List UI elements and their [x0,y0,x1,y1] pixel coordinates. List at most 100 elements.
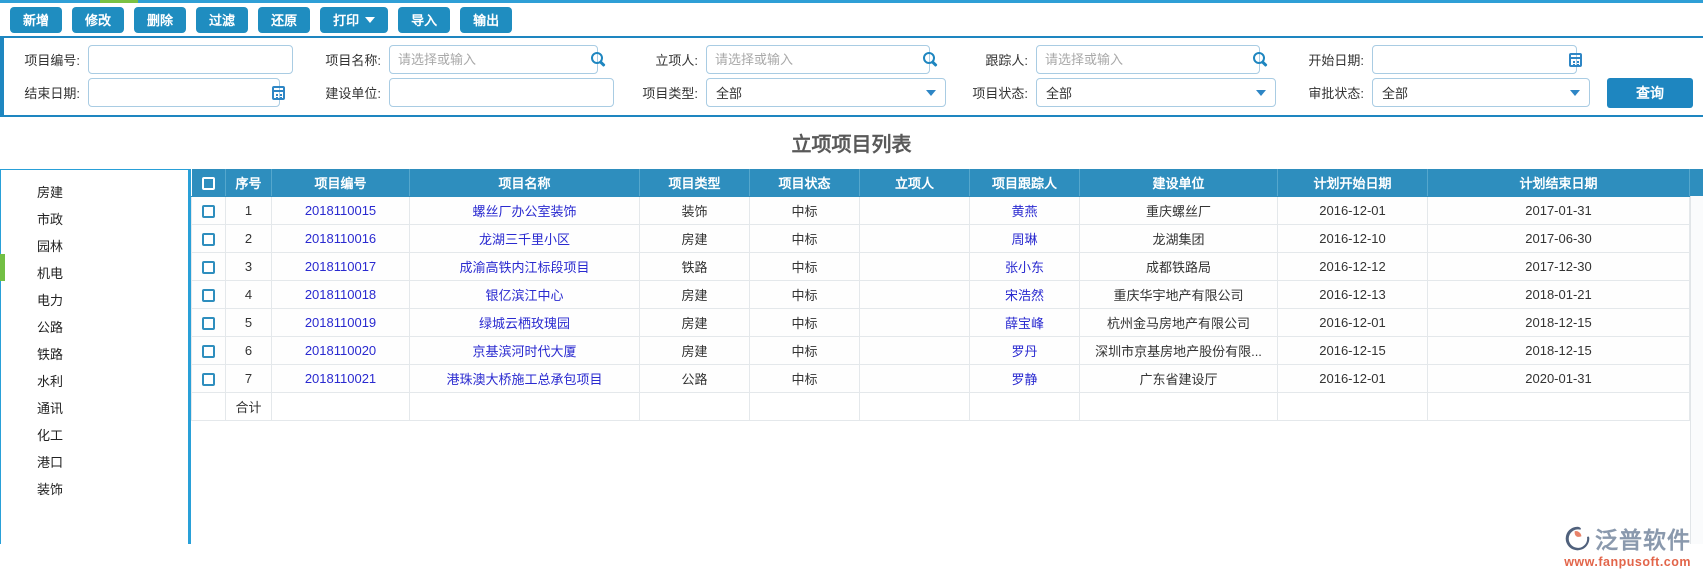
table-header-row: 序号 项目编号 项目名称 项目类型 项目状态 立项人 项目跟踪人 建设单位 计划… [191,169,1690,197]
calendar-icon[interactable] [1568,52,1582,67]
project-code-link[interactable]: 2018110020 [304,342,377,358]
sidebar-item-yuanlin[interactable]: 园林 [37,239,64,254]
export-button[interactable]: 输出 [460,6,513,33]
import-button[interactable]: 导入 [398,6,451,33]
tracker-link[interactable]: 罗静 [1011,371,1038,387]
cell-end: 2017-12-30 [1427,251,1690,281]
cell-start: 2016-12-13 [1277,279,1428,309]
scrollbar-track[interactable] [1690,196,1703,544]
project-code-link[interactable]: 2018110015 [304,202,377,218]
select-all-cell [191,169,226,197]
project-name-link[interactable]: 银亿滨江中心 [485,287,564,303]
row-checkbox[interactable] [202,288,215,302]
col-build-unit: 建设单位 [1079,169,1278,197]
initiator-input[interactable] [706,45,931,74]
cell-unit: 杭州金马房地产有限公司 [1079,307,1278,337]
project-code-input[interactable] [88,45,293,74]
col-plan-end: 计划结束日期 [1427,169,1690,197]
sidebar-item-tongxun[interactable]: 通讯 [37,401,64,416]
end-date-label: 结束日期: [24,86,80,101]
vertical-scrollbar[interactable] [1690,169,1703,544]
tracker-link[interactable]: 黄燕 [1011,203,1038,219]
tracker-link[interactable]: 罗丹 [1011,343,1038,359]
main-area: 房建 市政 园林 机电 电力 公路 铁路 水利 通讯 化工 港口 装饰 序号 项… [0,169,1703,544]
project-name-link[interactable]: 螺丝厂办公室装饰 [472,203,577,219]
tracker-link[interactable]: 薛宝峰 [1004,315,1044,331]
sidebar-item-jidian[interactable]: 机电 [37,266,64,281]
project-code-link[interactable]: 2018110016 [304,230,377,246]
filter-left-accent [0,38,4,115]
row-checkbox[interactable] [202,344,215,358]
calendar-icon[interactable] [271,85,285,100]
scrollbar-header-spacer [1690,169,1703,196]
cell-start: 2016-12-15 [1277,335,1428,365]
print-button[interactable]: 打印 [320,6,389,33]
row-checkbox[interactable] [202,260,215,274]
project-name-link[interactable]: 港珠澳大桥施工总承包项目 [446,371,603,387]
sidebar-item-shuili[interactable]: 水利 [37,374,64,389]
restore-button[interactable]: 还原 [258,6,311,33]
cell-initiator [859,279,970,309]
sidebar-item-dianli[interactable]: 电力 [37,293,64,308]
sidebar-item-huagong[interactable]: 化工 [37,428,64,443]
col-project-status: 项目状态 [749,169,860,197]
tracker-link[interactable]: 张小东 [1004,259,1044,275]
search-icon[interactable] [1252,51,1268,68]
row-checkbox[interactable] [202,232,215,246]
cell-start: 2016-12-10 [1277,223,1428,253]
cell-type: 房建 [639,279,750,309]
watermark-name: 泛普软件 [1595,527,1691,553]
select-all-checkbox[interactable] [201,176,215,190]
tracker-input[interactable] [1036,45,1261,74]
filter-button[interactable]: 过滤 [196,6,249,33]
search-icon[interactable] [590,51,606,68]
project-name-link[interactable]: 绿城云栖玫瑰园 [478,315,570,331]
sidebar-item-shizheng[interactable]: 市政 [37,212,64,227]
top-edge-strip [0,0,1703,3]
row-checkbox[interactable] [202,372,215,386]
cell-unit: 深圳市京基房地产股份有限... [1079,335,1278,365]
edit-button[interactable]: 修改 [72,6,125,33]
cell-status: 中标 [749,223,860,253]
query-button[interactable]: 查询 [1607,77,1693,108]
cell-type: 房建 [639,335,750,365]
sidebar-item-zhuangshi[interactable]: 装饰 [37,482,64,497]
project-code-link[interactable]: 2018110018 [304,286,377,302]
project-name-link[interactable]: 龙湖三千里小区 [478,231,570,247]
delete-button[interactable]: 删除 [134,6,187,33]
table-row: 2 2018110016 龙湖三千里小区 房建 中标 周琳 龙湖集团 2016-… [191,223,1690,253]
sidebar-item-fangjian[interactable]: 房建 [37,185,64,200]
project-name-input[interactable] [389,45,599,74]
project-code-link[interactable]: 2018110017 [304,258,377,274]
cell-unit: 重庆螺丝厂 [1079,195,1278,225]
cell-unit: 广东省建设厅 [1079,363,1278,393]
project-name-link[interactable]: 成渝高铁内江标段项目 [459,259,590,275]
cell-start: 2016-12-12 [1277,251,1428,281]
start-date-input[interactable] [1372,45,1577,74]
project-code-link[interactable]: 2018110019 [304,314,377,330]
project-status-select[interactable]: 全部 [1036,78,1276,107]
sidebar-green-indicator [0,254,5,281]
cell-start: 2016-12-01 [1277,195,1428,225]
build-unit-input[interactable] [389,78,614,107]
project-name-link[interactable]: 京基滨河时代大厦 [472,343,577,359]
sidebar-item-gangkou[interactable]: 港口 [37,455,64,470]
cell-seq: 4 [225,279,272,309]
cell-initiator [859,307,970,337]
table-total-row: 合计 [191,391,1690,421]
sidebar-item-gonglu[interactable]: 公路 [37,320,64,335]
add-button[interactable]: 新增 [10,6,63,33]
sidebar-item-tielu[interactable]: 铁路 [37,347,64,362]
project-code-label: 项目编号: [24,53,80,68]
row-checkbox[interactable] [202,316,215,330]
project-code-link[interactable]: 2018110021 [304,370,377,386]
tracker-link[interactable]: 宋浩然 [1004,287,1044,303]
approval-status-select[interactable]: 全部 [1372,78,1590,107]
tracker-link[interactable]: 周琳 [1011,231,1038,247]
project-type-select[interactable]: 全部 [706,78,946,107]
search-icon[interactable] [922,51,938,68]
filter-project-type: 项目类型: 全部 [614,78,946,107]
end-date-input[interactable] [88,78,280,107]
row-checkbox[interactable] [202,204,215,218]
cell-status: 中标 [749,195,860,225]
